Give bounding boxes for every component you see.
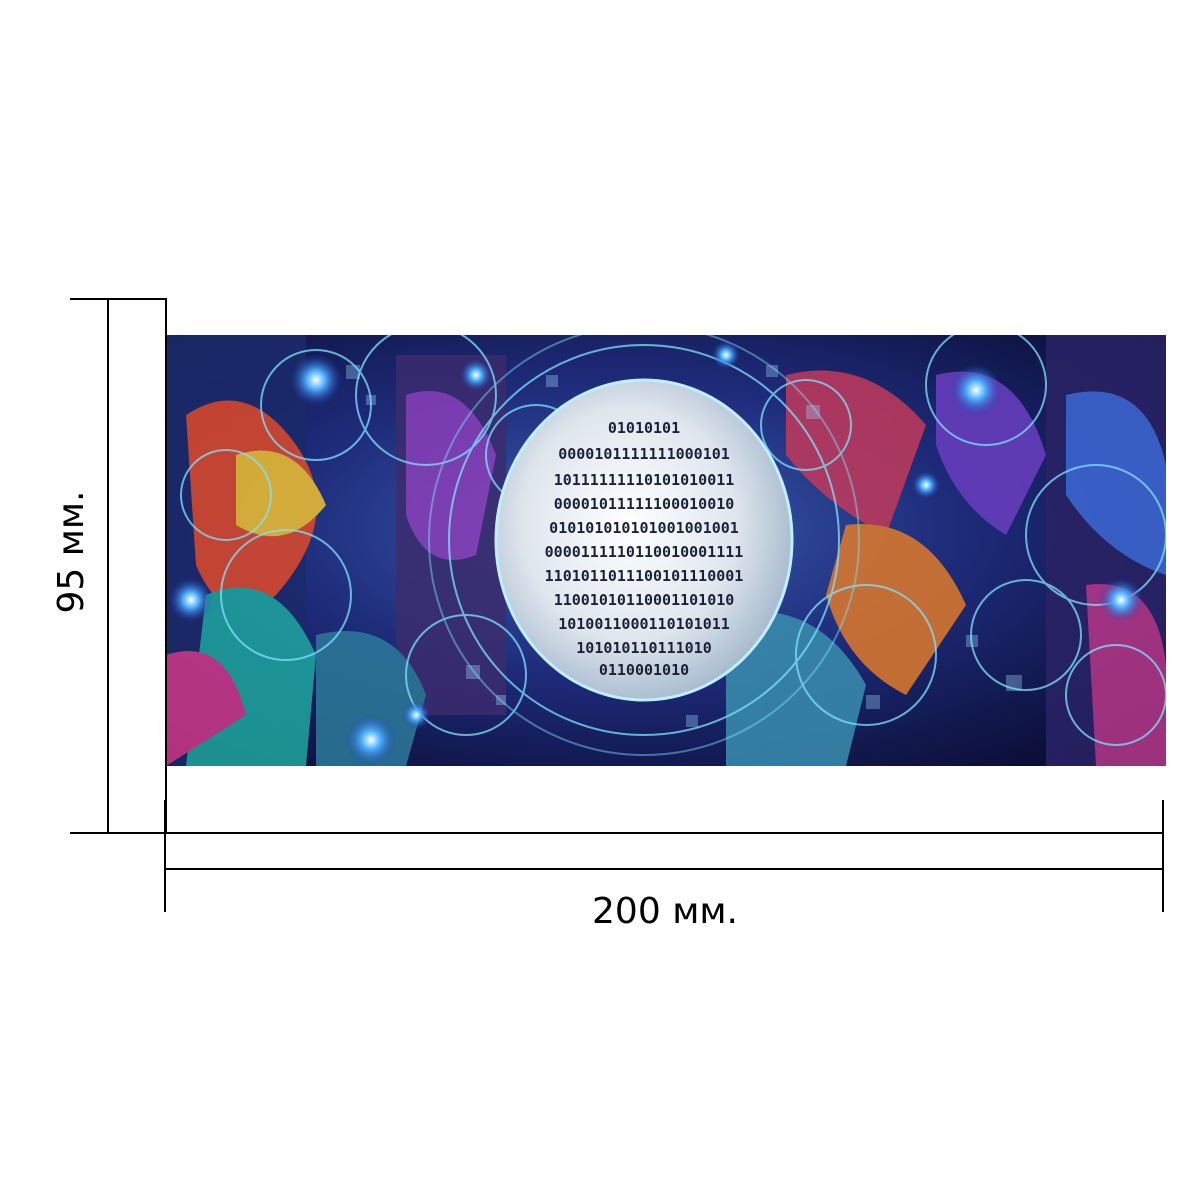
binary-row: 01010101 xyxy=(608,419,680,437)
binary-row: 101010110111010 xyxy=(576,639,711,657)
binary-row: 0000111110110010001111 xyxy=(545,543,744,561)
width-dimension-label: 200 мм. xyxy=(592,891,738,932)
height-dimension-line xyxy=(107,298,109,834)
binary-sphere xyxy=(494,378,794,702)
graffiti-binary-sphere-image: 01010101 0000101111111000101 10111111110… xyxy=(166,335,1166,766)
width-dimension-line xyxy=(164,868,1164,870)
binary-row: 0000101111111000101 xyxy=(558,445,730,463)
width-dimension-left-tick xyxy=(164,800,166,912)
height-dimension-top-tick xyxy=(70,298,167,300)
binary-row: 10111111110101010011 xyxy=(554,471,735,489)
binary-row: 010101010101001001001 xyxy=(549,519,739,537)
binary-row: 1010011000110101011 xyxy=(558,615,730,633)
width-dimension-right-tick xyxy=(1162,800,1164,912)
height-dimension-bottom-tick xyxy=(70,832,167,834)
height-dimension-edge-line xyxy=(165,298,167,834)
product-artwork: 01010101 0000101111111000101 10111111110… xyxy=(166,335,1166,766)
width-dimension-edge-line xyxy=(164,832,1164,834)
binary-row: 11001010110001101010 xyxy=(554,591,735,609)
binary-row: 0110001010 xyxy=(599,661,689,679)
binary-row: 1101011011100101110001 xyxy=(545,567,744,585)
binary-row: 00001011111100010010 xyxy=(554,495,735,513)
height-dimension-label: 95 мм. xyxy=(51,490,92,614)
